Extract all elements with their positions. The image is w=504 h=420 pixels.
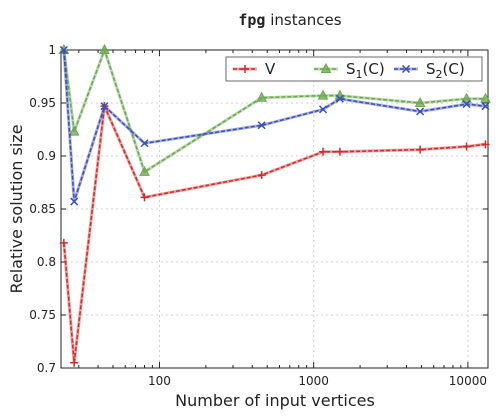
data-point <box>481 140 490 149</box>
data-point <box>257 121 266 130</box>
data-point <box>70 197 79 206</box>
chart-title: fpg instances <box>238 11 341 29</box>
series-group <box>58 43 491 367</box>
data-point <box>256 91 267 102</box>
data-point <box>99 43 110 54</box>
data-point <box>414 96 426 107</box>
data-point <box>335 147 344 156</box>
data-point <box>461 92 472 103</box>
legend-item: S1(C) <box>314 60 385 81</box>
data-point <box>416 107 425 116</box>
y-tick-label: 0.75 <box>29 308 56 322</box>
y-tick-label: 0.8 <box>37 255 56 269</box>
series-v <box>59 100 490 367</box>
data-point <box>480 92 491 103</box>
legend-marker <box>320 62 332 73</box>
x-tick-label: 1000 <box>298 374 329 388</box>
data-point <box>317 89 329 100</box>
y-tick-label: 0.95 <box>29 96 56 110</box>
legend-marker <box>401 64 411 74</box>
series-s2-c- <box>59 45 490 206</box>
legend-box <box>225 56 483 82</box>
legend-label: S1(C) <box>346 60 385 81</box>
data-point <box>319 105 328 114</box>
data-point <box>319 147 328 156</box>
x-tick-label: 100 <box>148 374 171 388</box>
series-line <box>63 103 486 363</box>
legend: V S1(C) S2(C) <box>225 56 483 82</box>
data-point <box>100 102 109 111</box>
legend-item: S2(C) <box>394 60 465 81</box>
y-tick-label: 1 <box>48 43 56 57</box>
data-point <box>70 358 79 367</box>
data-point <box>140 193 149 202</box>
legend-label: V <box>265 60 276 78</box>
y-tick-label: 0.9 <box>37 149 56 163</box>
data-point <box>140 139 149 148</box>
data-point <box>462 142 471 151</box>
data-point <box>416 145 425 154</box>
legend-label: S2(C) <box>426 60 465 81</box>
y-axis-label: Relative solution size <box>7 124 26 293</box>
y-tick-label: 0.7 <box>37 361 56 375</box>
data-point <box>68 125 80 136</box>
y-tick-label: 0.85 <box>29 202 56 216</box>
x-axis-label: Number of input vertices <box>175 391 375 410</box>
series-line-shadow <box>62 100 486 363</box>
legend-marker <box>241 65 249 73</box>
axis-ticks: 0.7 0.75 0.8 0.85 0.9 0.95 1 100 1000 10000 <box>29 43 488 388</box>
data-point <box>481 102 490 111</box>
x-tick-label: 10000 <box>449 374 487 388</box>
data-point <box>139 165 150 176</box>
data-point <box>462 100 471 109</box>
data-point <box>335 94 344 103</box>
chart-title-text: instances <box>265 11 341 29</box>
series-line <box>63 47 486 174</box>
data-point <box>257 171 266 180</box>
data-point <box>59 45 68 55</box>
chart-title-code: fpg <box>238 11 265 29</box>
legend-item: V <box>233 60 276 78</box>
data-point <box>59 238 68 247</box>
series-line <box>63 49 486 202</box>
